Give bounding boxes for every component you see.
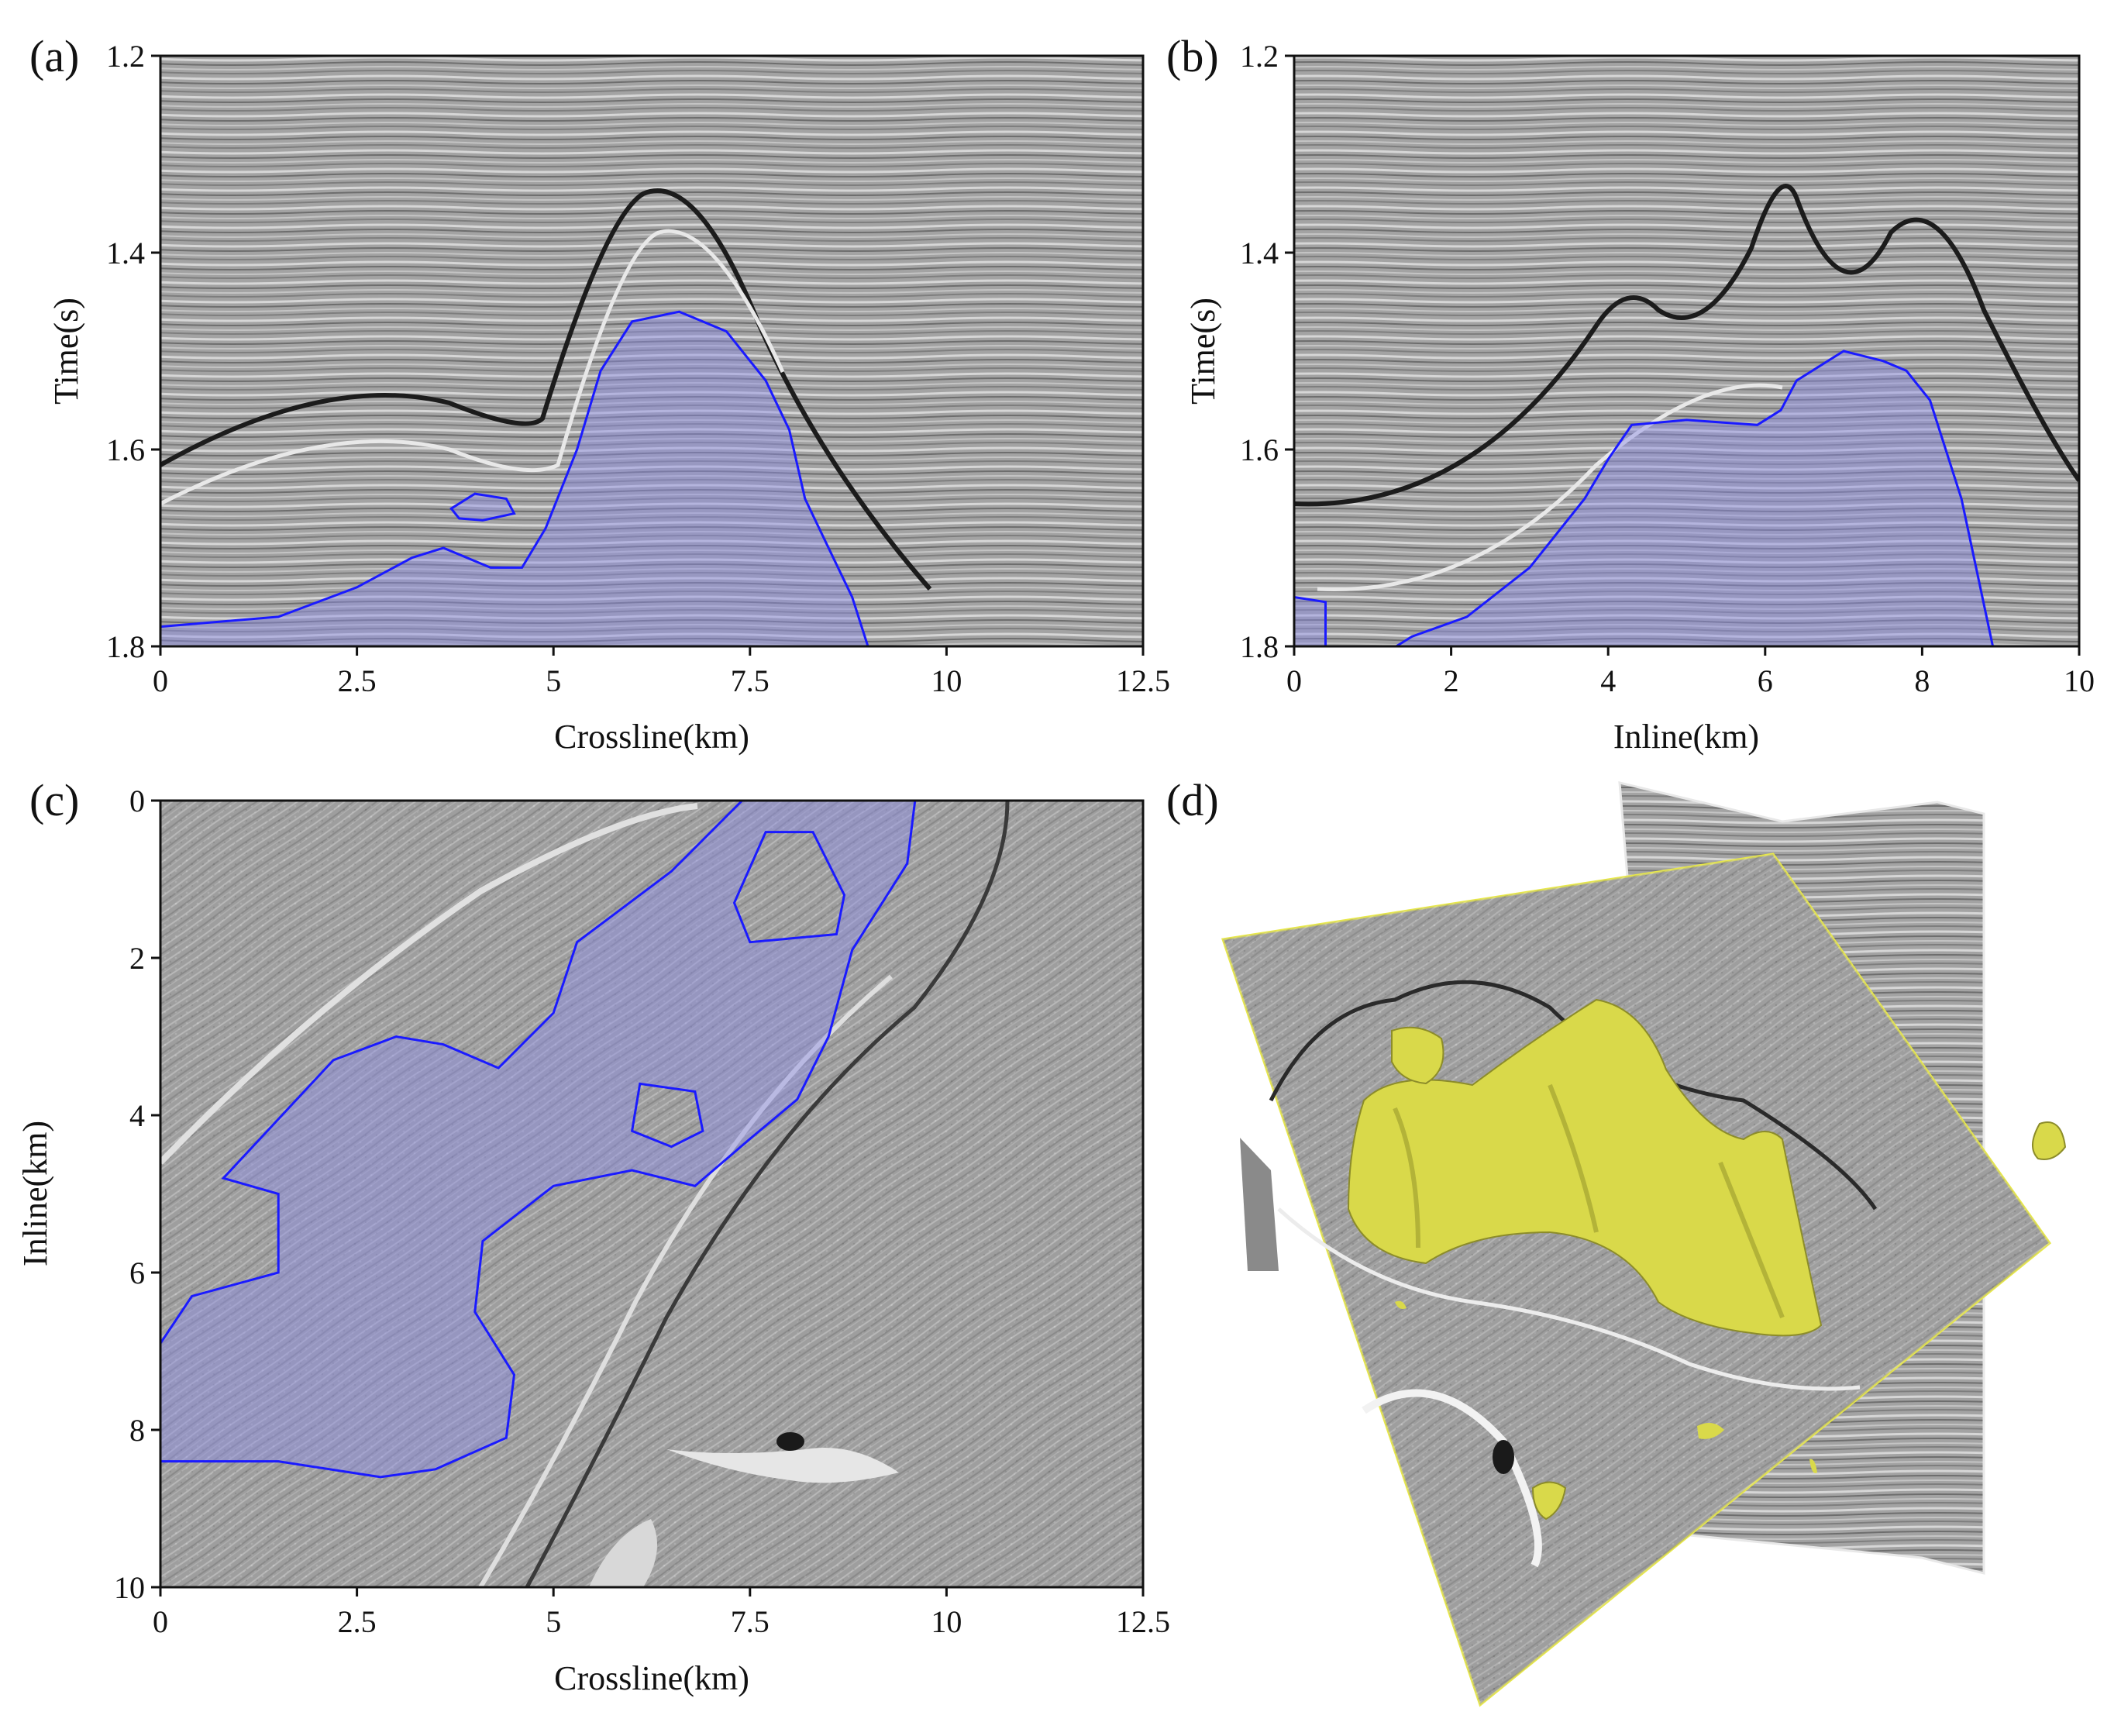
y-tick-label: 1.4 (106, 236, 145, 270)
x-tick-label: 5 (546, 1604, 561, 1639)
ylabel-a: Time(s) (47, 298, 85, 405)
x-tick-label: 8 (1914, 663, 1930, 698)
panel-b: (b) 0 2 4 6 8 10 1.2 1.4 1.6 1.8 Inline(km) Time(… (1166, 31, 2095, 756)
panel-label-c: (c) (29, 775, 79, 825)
ylabel-b: Time(s) (1184, 298, 1222, 405)
y-tick-label: 1.8 (106, 629, 145, 664)
x-tick-label: 12.5 (1116, 1604, 1170, 1639)
y-tick-label: 6 (129, 1256, 145, 1290)
panel-a: (a) 0 2.5 5 7.5 10 12.5 1.2 1.4 1.6 1.8 Crossline… (29, 31, 1170, 756)
y-tick-label: 0 (129, 784, 145, 818)
y-tick-label: 1.6 (106, 432, 145, 467)
y-tick-label: 10 (114, 1570, 145, 1605)
ticks-c: 0 2.5 5 7.5 10 12.5 0 2 4 6 8 10 (114, 784, 1170, 1639)
panel-d: (d) (1166, 775, 2067, 1707)
seismic-image-b (1294, 56, 2079, 646)
reflector-b (1294, 184, 2079, 507)
panel-label-b: (b) (1166, 31, 1219, 81)
salt-island-a (449, 492, 516, 522)
x-tick-label: 6 (1758, 663, 1773, 698)
salt-outline-c (160, 801, 917, 1479)
x-tick-label: 7.5 (731, 663, 770, 698)
y-tick-label: 1.6 (1240, 432, 1279, 467)
y-tick-label: 1.4 (1240, 236, 1279, 270)
axes-frame-b (1293, 54, 2081, 648)
panel-label-a: (a) (29, 31, 79, 81)
xlabel-a: Crossline(km) (554, 718, 749, 756)
ticks-b: 0 2 4 6 8 10 1.2 1.4 1.6 1.8 (1240, 39, 2095, 698)
x-tick-label: 4 (1600, 663, 1616, 698)
y-tick-label: 1.8 (1240, 629, 1279, 664)
x-tick-label: 2.5 (338, 1604, 377, 1639)
x-tick-label: 10 (2064, 663, 2095, 698)
y-tick-label: 2 (129, 941, 145, 976)
xlabel-b: Inline(km) (1613, 718, 1759, 756)
seismic-image-a (160, 56, 1143, 646)
reflector-a2 (160, 229, 785, 506)
x-tick-label: 2 (1444, 663, 1459, 698)
x-tick-label: 10 (931, 1604, 962, 1639)
salt-body-small-2 (1531, 1481, 1567, 1521)
x-tick-label: 5 (546, 663, 561, 698)
y-tick-label: 1.2 (1240, 39, 1279, 74)
ylabel-c: Inline(km) (16, 1121, 54, 1266)
panel-label-d: (d) (1166, 775, 1219, 825)
salt-outline-a (160, 310, 869, 646)
x-tick-label: 10 (931, 663, 962, 698)
salt-body-small-3 (2032, 1121, 2067, 1160)
reflector-b2 (1317, 383, 1783, 592)
y-tick-label: 1.2 (106, 39, 145, 74)
x-tick-label: 7.5 (731, 1604, 770, 1639)
salt-body-small-4 (1697, 1423, 1724, 1439)
xlabel-c: Crossline(km) (554, 1659, 749, 1697)
crossline-plane (1240, 1138, 1279, 1271)
x-tick-label: 0 (1286, 663, 1302, 698)
x-tick-label: 12.5 (1116, 663, 1170, 698)
x-tick-label: 0 (153, 663, 168, 698)
axes-frame-c (159, 799, 1145, 1589)
ticks-a: 0 2.5 5 7.5 10 12.5 1.2 1.4 1.6 1.8 (106, 39, 1170, 698)
salt-outline-b (1395, 350, 1995, 646)
reflector-a (160, 188, 932, 591)
y-tick-label: 8 (129, 1413, 145, 1448)
salt-corner-b (1294, 595, 1327, 646)
x-tick-label: 0 (153, 1604, 168, 1639)
axes-frame-a (159, 54, 1145, 648)
x-tick-label: 2.5 (338, 663, 377, 698)
salt-body-small-1 (1391, 1026, 1444, 1085)
salt-body-3d (1347, 998, 1823, 1337)
y-tick-label: 4 (129, 1098, 145, 1133)
